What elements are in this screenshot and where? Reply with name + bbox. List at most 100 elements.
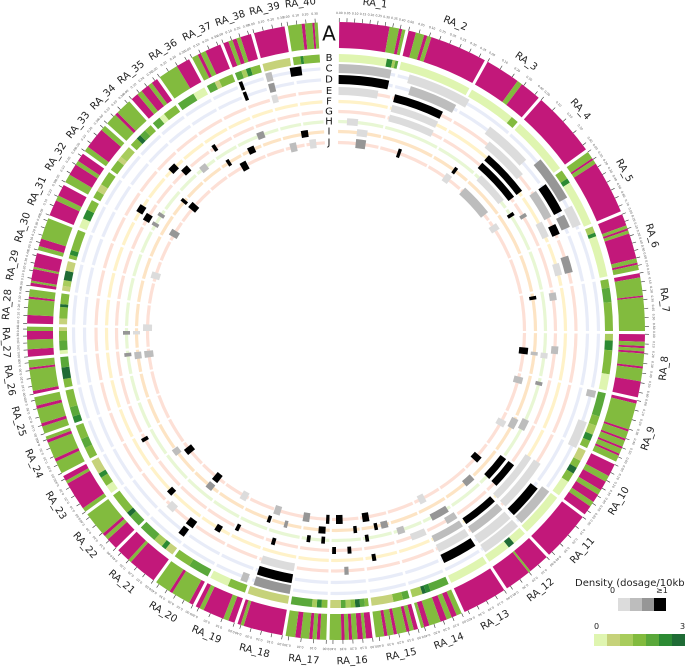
tick-mark: [189, 53, 193, 58]
tick-label: 0.10: [452, 622, 460, 628]
tick-mark: [638, 392, 643, 394]
tick-label: 0.20: [449, 32, 457, 38]
track-i-bg: [158, 423, 176, 449]
green-density-band: [401, 590, 410, 600]
tick-label: 0.20: [443, 626, 451, 632]
tick-label: 0.30: [146, 70, 154, 77]
gray-density-band: [199, 163, 210, 174]
tick-mark: [229, 36, 232, 41]
ideogram-band: [82, 493, 107, 512]
gray-density-band: [183, 444, 196, 456]
track-d-bg: [294, 577, 329, 584]
tick-mark: [271, 24, 273, 29]
track-d-bg: [217, 96, 243, 110]
tick-mark: [562, 118, 567, 122]
track-label-j: J: [327, 138, 331, 149]
ideogram-band: [312, 613, 319, 640]
ideogram-band: [37, 245, 64, 257]
track-e-bg: [223, 106, 247, 121]
tick-label: 0.35: [391, 16, 398, 21]
tick-label: 0.30: [242, 23, 250, 29]
tick-label: 0.30: [85, 527, 92, 535]
track-h-bg: [215, 145, 238, 161]
track-d-bg: [188, 534, 221, 556]
tick-label: 0.20: [602, 158, 609, 166]
tick-mark: [27, 277, 32, 279]
green-density-band: [161, 540, 171, 550]
green-density-band: [140, 130, 151, 141]
tick-mark: [30, 400, 35, 402]
tick-mark: [239, 624, 242, 629]
gray-density-band: [181, 165, 192, 176]
tick-label: 0.30: [563, 546, 571, 554]
green-density-band: [61, 366, 72, 380]
green-density-band: [585, 226, 595, 236]
gray-density-band: [361, 512, 370, 523]
tick-label: 0.30: [16, 333, 20, 340]
tick-label: 0.30: [469, 41, 477, 48]
tick-mark: [164, 589, 168, 594]
track-d-bg: [112, 448, 134, 480]
track-c-bg: [239, 77, 265, 89]
track-h-bg: [237, 135, 259, 148]
track-h-bg: [137, 402, 152, 429]
track-i-bg: [433, 155, 468, 182]
tick-mark: [260, 630, 262, 635]
tick-mark: [281, 635, 283, 640]
tick-label: 0.50: [616, 182, 623, 190]
gray-density-band: [512, 375, 524, 385]
track-d-bg: [91, 238, 104, 266]
ideogram-band: [601, 423, 629, 439]
gray-density-band: [529, 295, 537, 301]
tick-mark: [76, 503, 81, 507]
ideogram-band: [49, 200, 80, 225]
green-density-band: [393, 60, 399, 69]
ideogram-band: [453, 568, 505, 612]
track-d-bg: [191, 108, 218, 126]
green-density-band: [566, 463, 577, 474]
track-e-bg: [366, 560, 401, 571]
green-density-band: [521, 492, 558, 532]
track-j-bg: [332, 516, 359, 522]
gray-density-band: [451, 166, 459, 175]
tick-mark: [207, 45, 210, 50]
track-i-bg: [149, 235, 162, 257]
green-density-band: [72, 414, 83, 424]
green-swatch: [672, 634, 685, 646]
tick-mark: [86, 516, 90, 520]
tick-label: 0.30: [23, 257, 28, 264]
tick-label: 0.40: [234, 631, 242, 637]
tick-mark: [221, 39, 224, 44]
tick-label: 0.10: [292, 13, 299, 18]
track-h-bg: [132, 253, 143, 277]
tick-mark: [53, 464, 58, 467]
tick-label: 0.00: [277, 642, 284, 647]
tick-mark: [486, 600, 489, 605]
track-f-bg: [105, 352, 113, 379]
tick-mark: [567, 534, 572, 538]
track-f-bg: [104, 299, 111, 326]
track-j-bg: [145, 328, 150, 347]
track-g-bg: [265, 537, 299, 549]
tick-mark: [552, 107, 556, 111]
gray-density-band: [271, 94, 279, 104]
ideogram-band: [118, 531, 146, 560]
ideogram-band: [393, 28, 403, 55]
green-density-band: [69, 405, 81, 417]
gray-density-band: [256, 565, 294, 584]
tick-mark: [175, 62, 178, 66]
track-c-bg: [369, 582, 407, 593]
ideogram-band: [612, 377, 641, 398]
track-c-bg: [73, 355, 81, 386]
gray-density-band: [470, 451, 482, 463]
segment-label-ra-21: RA_21: [106, 568, 137, 597]
ideogram-band: [38, 238, 66, 253]
tick-mark: [65, 487, 70, 490]
track-g-bg: [255, 118, 276, 129]
green-density-band: [316, 599, 322, 608]
track-i-bg: [221, 154, 242, 169]
segment-label-ra-25: RA_25: [9, 405, 28, 438]
tick-label: 0.30: [433, 630, 441, 636]
track-e-bg: [111, 216, 126, 242]
track-f-bg: [112, 246, 124, 272]
